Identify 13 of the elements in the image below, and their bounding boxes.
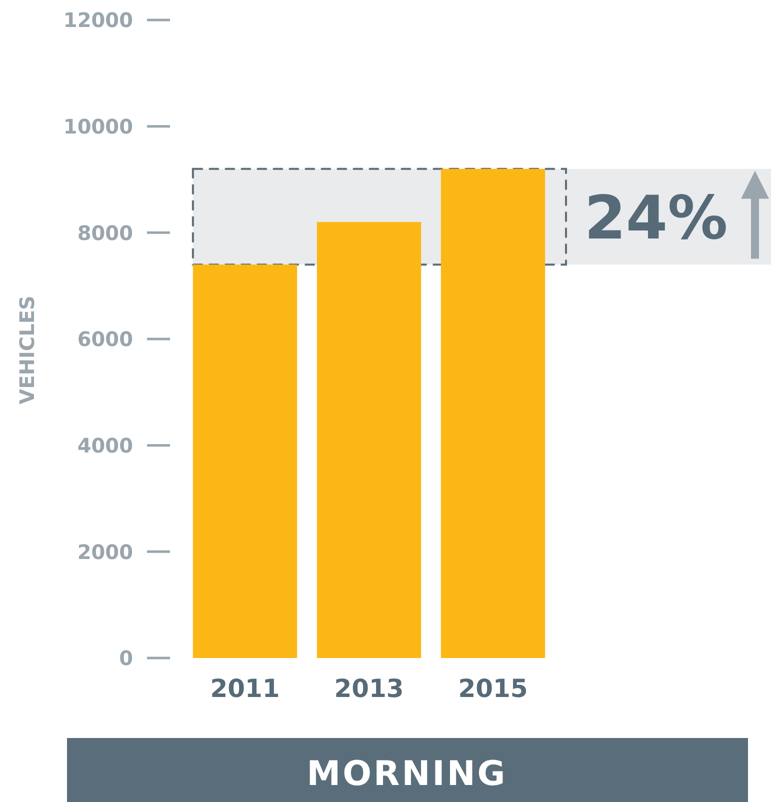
x-tick-label: 2013 xyxy=(334,674,404,703)
y-tick-label: 8000 xyxy=(77,220,133,245)
x-tick-label: 2011 xyxy=(210,674,280,703)
y-tick-label: 0 xyxy=(119,646,133,670)
y-tick-label: 6000 xyxy=(77,327,133,352)
band-label: 24% xyxy=(584,183,728,254)
x-axis-title: MORNING xyxy=(306,754,508,794)
x-tick-label: 2015 xyxy=(458,674,528,703)
y-axis-title: VEHICLES xyxy=(15,296,39,404)
y-tick-label: 4000 xyxy=(77,434,133,458)
y-tick-label: 12000 xyxy=(63,8,133,32)
y-tick-label: 2000 xyxy=(77,540,133,564)
y-tick-label: 10000 xyxy=(63,114,133,139)
